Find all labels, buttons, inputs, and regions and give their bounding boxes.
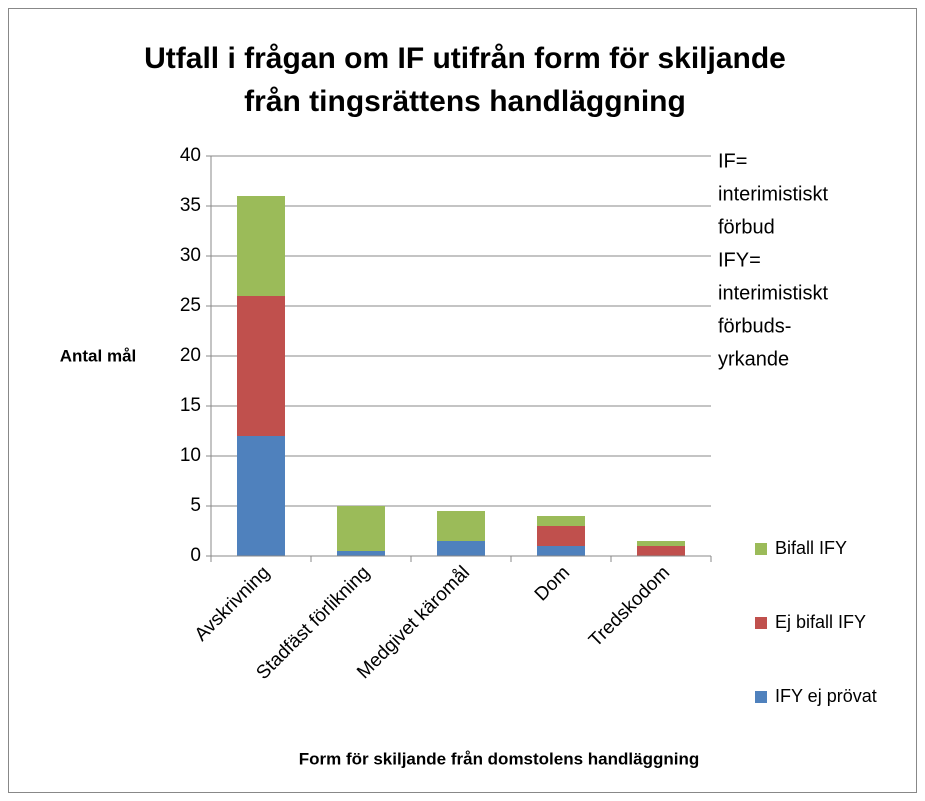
bar-segment <box>537 546 585 556</box>
annotation: interimistiskt <box>718 183 828 205</box>
legend-swatch <box>755 691 767 703</box>
x-axis-title: Form för skiljande från domstolens handl… <box>299 749 699 768</box>
bar-segment <box>337 506 385 551</box>
annotation: yrkande <box>718 348 789 370</box>
y-axis-title: Antal mål <box>60 346 137 365</box>
y-tick-label: 0 <box>190 545 201 566</box>
y-tick-label: 20 <box>180 345 201 366</box>
y-tick-label: 30 <box>180 245 201 266</box>
annotation: förbuds- <box>718 315 791 337</box>
annotation: förbud <box>718 216 775 238</box>
bar-segment <box>637 546 685 556</box>
legend-label: IFY ej prövat <box>775 686 877 706</box>
y-tick-label: 40 <box>180 145 201 166</box>
chart-title: Utfall i frågan om IF utifrån form för s… <box>144 42 786 75</box>
bar-segment <box>237 296 285 436</box>
y-tick-label: 10 <box>180 445 201 466</box>
bar-segment <box>237 196 285 296</box>
annotation: IF= <box>718 150 747 172</box>
annotation: interimistiskt <box>718 282 828 304</box>
bar-segment <box>437 511 485 541</box>
bar-segment <box>337 551 385 556</box>
y-tick-label: 25 <box>180 295 201 316</box>
chart-border <box>8 8 917 793</box>
bar-segment <box>437 541 485 556</box>
legend-label: Ej bifall IFY <box>775 612 866 632</box>
legend-swatch <box>755 617 767 629</box>
y-tick-label: 5 <box>190 495 201 516</box>
y-tick-label: 35 <box>180 195 201 216</box>
legend-label: Bifall IFY <box>775 538 847 558</box>
annotation: IFY= <box>718 249 761 271</box>
bar-segment <box>237 436 285 556</box>
bar-segment <box>537 516 585 526</box>
legend-swatch <box>755 543 767 555</box>
bar-segment <box>537 526 585 546</box>
chart-title: från tingsrättens handläggning <box>244 85 686 118</box>
y-tick-label: 15 <box>180 395 201 416</box>
bar-segment <box>637 541 685 546</box>
